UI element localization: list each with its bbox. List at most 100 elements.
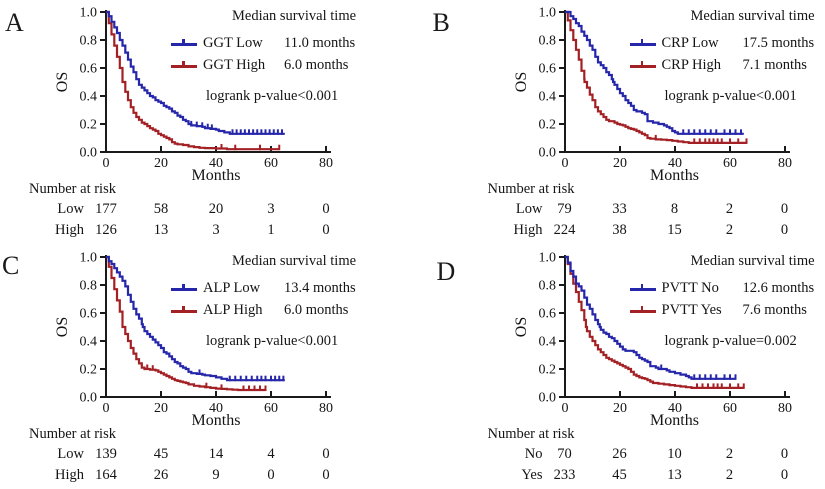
panel-b-label: B (432, 8, 450, 37)
legend-title: Median survival time (232, 252, 357, 269)
risk-count: 0 (322, 445, 330, 462)
y-tick-label: 0.6 (538, 306, 556, 321)
y-tick-label: 1.0 (80, 6, 98, 21)
x-tick-label: 60 (723, 401, 737, 416)
x-tick-label: 20 (613, 156, 627, 171)
panel-c-km-plot: 0 20 40 60 80 0.0 0.2 0.4 0.6 0.8 1.0 (80, 250, 334, 416)
legend-series-name: PVTT Yes (661, 301, 722, 318)
legend-median-value: 7.1 months (742, 57, 807, 73)
legend-series-name: GGT Low (203, 35, 263, 51)
legend-median-value: 17.5 months (742, 35, 815, 51)
survival-curve (106, 255, 266, 391)
x-tick-label: 40 (668, 401, 682, 416)
logrank-pvalue: logrank p-value<0.001 (664, 88, 797, 104)
risk-count: 3 (212, 222, 220, 238)
legend-median-value: 6.0 months (284, 57, 349, 73)
risk-row-label: High (55, 222, 84, 238)
x-tick-label: 40 (668, 156, 682, 171)
risk-count: 0 (780, 222, 789, 238)
risk-count: 2 (725, 201, 734, 217)
legend-key-line-high (629, 61, 656, 68)
panel-b: B 0 20 40 60 80 0.0 0.2 0.4 0.6 0.8 1.0 OS Months … (413, 0, 825, 245)
legend-series-name: ALP High (203, 301, 263, 318)
risk-count: 139 (95, 445, 117, 462)
risk-count: 0 (267, 466, 275, 483)
panel-a-label: A (5, 8, 24, 37)
legend-series-name: CRP High (661, 57, 722, 73)
x-tick-label: 40 (209, 401, 223, 416)
x-tick-label: 40 (209, 156, 223, 171)
number-at-risk-header: Number at risk (29, 425, 116, 442)
legend-title: Median survival time (690, 8, 815, 24)
panel-a: A 0 20 40 60 80 0.0 0.2 0.4 0.6 0.8 1.0 OS Months … (0, 0, 413, 245)
risk-count: 2 (725, 466, 734, 483)
x-tick-label: 80 (778, 156, 792, 171)
risk-count: 0 (322, 222, 330, 238)
x-tick-label: 60 (723, 156, 737, 171)
legend-series-name: PVTT No (661, 279, 719, 296)
panel-d: D 0 20 40 60 80 0.0 0.2 0.4 0.6 0.8 1.0 OS Months … (413, 245, 825, 489)
risk-row-label: No (524, 445, 543, 462)
risk-count: 13 (153, 222, 169, 238)
risk-row-label: Low (515, 201, 543, 217)
risk-count: 38 (612, 222, 627, 238)
risk-count: 1 (267, 222, 275, 238)
x-tick-label: 0 (103, 156, 110, 171)
censor-tick-icon (640, 283, 643, 289)
risk-count: 224 (553, 222, 576, 238)
y-tick-label: 0.0 (538, 146, 556, 161)
x-tick-label: 60 (264, 401, 278, 416)
x-axis-title: Months (191, 167, 241, 184)
panel-c-label: C (2, 250, 20, 280)
censor-tick-icon (182, 39, 185, 44)
y-tick-label: 0.4 (538, 90, 556, 105)
risk-count: 4 (267, 445, 275, 462)
censor-tick-icon (182, 61, 185, 66)
legend-median-value: 13.4 months (284, 279, 356, 296)
risk-count: 2 (725, 222, 734, 238)
risk-count: 70 (557, 445, 572, 462)
number-at-risk-header: Number at risk (487, 181, 575, 197)
risk-count: 10 (667, 445, 682, 462)
survival-curve (564, 10, 744, 135)
survival-curve (564, 255, 744, 389)
risk-count: 3 (267, 201, 275, 217)
y-tick-label: 0.6 (80, 62, 98, 77)
risk-row-label: High (513, 222, 543, 238)
y-tick-label: 1.0 (538, 250, 556, 265)
y-tick-label: 0.4 (538, 334, 556, 349)
y-tick-label: 0.4 (80, 334, 98, 349)
risk-count: 9 (212, 466, 220, 483)
logrank-pvalue: logrank p-value<0.001 (206, 88, 339, 104)
censor-tick-icon (640, 61, 643, 66)
x-tick-label: 20 (154, 156, 168, 171)
x-tick-label: 80 (319, 156, 333, 171)
risk-count: 58 (153, 201, 169, 217)
number-at-risk-header: Number at risk (487, 425, 575, 442)
risk-row-label: Low (57, 445, 84, 462)
number-at-risk-header: Number at risk (29, 181, 116, 197)
y-tick-label: 0.0 (80, 390, 98, 405)
x-tick-label: 20 (613, 401, 627, 416)
x-tick-label: 80 (778, 401, 792, 416)
y-tick-label: 0.6 (538, 62, 556, 77)
legend-median-value: 11.0 months (284, 35, 356, 51)
risk-count: 13 (667, 466, 682, 483)
y-tick-label: 1.0 (80, 250, 98, 265)
risk-row-label: High (55, 466, 84, 483)
y-axis-title: OS (54, 71, 71, 93)
panel-d-km-plot: 0 20 40 60 80 0.0 0.2 0.4 0.6 0.8 1.0 (538, 250, 792, 416)
logrank-pvalue: logrank p-value<0.001 (206, 332, 339, 349)
legend-series-name: GGT High (203, 57, 266, 73)
x-tick-label: 80 (319, 401, 333, 416)
censor-tick-icon (640, 39, 643, 44)
survival-curve (564, 255, 735, 380)
x-axis-title: Months (191, 411, 241, 429)
y-tick-label: 0.2 (538, 362, 556, 377)
risk-count: 26 (612, 445, 627, 462)
risk-count: 79 (557, 201, 572, 217)
censor-tick-icon (182, 283, 185, 289)
legend-median-value: 7.6 months (742, 301, 807, 318)
y-tick-label: 0.8 (538, 278, 556, 293)
